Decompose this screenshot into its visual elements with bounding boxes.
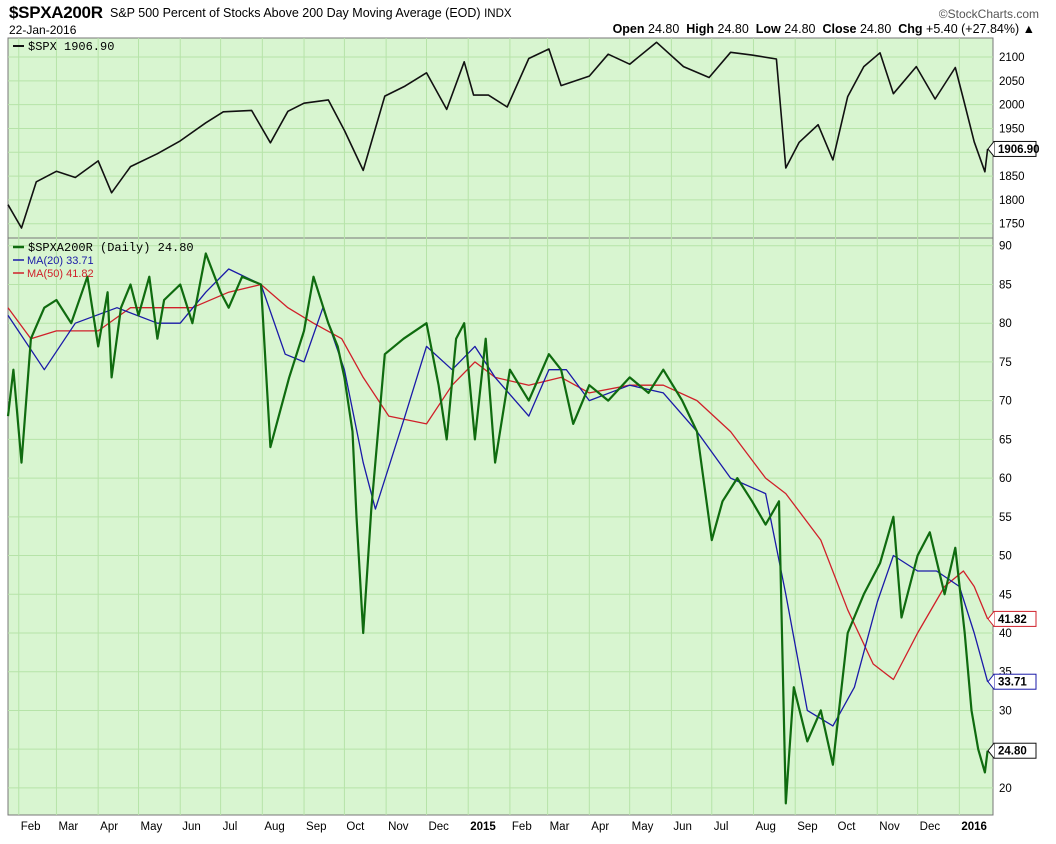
x-tick-label: Jul (714, 821, 729, 833)
breadth-y-tick: 50 (999, 551, 1012, 563)
breadth-y-tick: 75 (999, 357, 1012, 369)
chg-value: +5.40 (+27.84%) (926, 22, 1020, 36)
ma20-legend-text: MA(20) 33.71 (27, 255, 94, 267)
breadth-y-tick: 55 (999, 512, 1012, 524)
price-y-tick: 2000 (999, 100, 1025, 112)
breadth-y-tick: 65 (999, 434, 1012, 446)
x-tick-label: Oct (838, 821, 857, 833)
chart-header: $SPXA200R S&P 500 Percent of Stocks Abov… (9, 3, 1049, 37)
breadth-y-tick: 90 (999, 241, 1012, 253)
ma50-last-value-tag: 41.82 (998, 614, 1027, 626)
x-tick-label: Feb (21, 821, 41, 833)
breadth-line (6, 252, 989, 805)
x-tick-label: Jun (182, 821, 201, 833)
price-y-tick: 1750 (999, 219, 1025, 231)
price-legend: $SPX 1906.90 (13, 40, 114, 54)
price-y-tick: 2100 (999, 52, 1025, 64)
x-tick-label: 2015 (470, 821, 496, 833)
x-tick-label: Dec (428, 821, 449, 833)
breadth-y-tick: 60 (999, 473, 1012, 485)
x-tick-label: Feb (512, 821, 532, 833)
breadth-legend-text: $SPXA200R (Daily) 24.80 (28, 241, 194, 255)
x-tick-label: Aug (755, 821, 775, 833)
ohlc-readout: Open 24.80 High 24.80 Low 24.80 Close 24… (613, 22, 1035, 36)
ma50-legend-value: 41.82 (66, 268, 94, 280)
ma20-last-value-tag: 33.71 (998, 677, 1027, 689)
spx-line (7, 41, 989, 229)
symbol-title: $SPXA200R (9, 3, 103, 22)
x-tick-label: Sep (306, 821, 326, 833)
open-label: Open (612, 22, 645, 36)
x-tick-label: Apr (100, 821, 118, 833)
x-tick-label: Sep (797, 821, 817, 833)
breadth-panel (7, 237, 994, 816)
grid-lines (8, 38, 993, 815)
quote-date: 22-Jan-2016 (9, 23, 77, 37)
breadth-legend: $SPXA200R (Daily) 24.80 MA(20) 33.71 MA(… (13, 241, 194, 280)
x-tick-label: Oct (346, 821, 365, 833)
ma50-legend-name: MA(50) (27, 268, 63, 280)
price-y-tick: 1800 (999, 195, 1025, 207)
x-tick-label: Mar (58, 821, 78, 833)
series-lines (6, 41, 989, 805)
low-value: 24.80 (784, 22, 816, 36)
open-value: 24.80 (648, 22, 680, 36)
close-value: 24.80 (859, 22, 892, 36)
x-tick-label: Apr (591, 821, 609, 833)
spx-last-value-tag: 1906.90 (998, 144, 1040, 156)
close-label: Close (822, 22, 857, 36)
price-y-tick: 1950 (999, 123, 1025, 135)
breadth-last-value-tag-pointer (987, 742, 995, 759)
x-tick-label: May (141, 821, 163, 833)
ma50-last-value-tag-pointer (987, 611, 995, 627)
high-value: 24.80 (717, 22, 749, 36)
ma20-last-value-tag-pointer (987, 673, 995, 690)
breadth-y-tick: 85 (999, 279, 1012, 291)
description-text: S&P 500 Percent of Stocks Above 200 Day … (110, 6, 481, 20)
breadth-y-tick: 30 (999, 705, 1012, 717)
x-tick-label: 2016 (961, 821, 987, 833)
brand-watermark[interactable]: ©StockCharts.com (938, 7, 1039, 21)
x-tick-label: Nov (388, 821, 409, 833)
x-tick-label: Mar (550, 821, 570, 833)
price-y-tick: 1850 (999, 171, 1025, 183)
x-tick-label: Jul (223, 821, 238, 833)
price-panel (7, 37, 994, 239)
x-tick-label: Nov (879, 821, 900, 833)
breadth-y-tick: 80 (999, 318, 1012, 330)
x-tick-label: Jun (673, 821, 692, 833)
x-tick-label: Dec (920, 821, 941, 833)
spx-legend-text: $SPX 1906.90 (28, 40, 114, 54)
breadth-y-tick: 70 (999, 396, 1012, 408)
exchange-label: INDX (484, 8, 512, 20)
price-y-tick: 2050 (999, 76, 1025, 88)
symbol-description: S&P 500 Percent of Stocks Above 200 Day … (110, 6, 512, 20)
high-label: High (686, 22, 715, 36)
breadth-y-tick: 45 (999, 589, 1012, 601)
ma50-legend-text: MA(50) 41.82 (27, 268, 94, 280)
x-tick-label: May (632, 821, 654, 833)
ma20-legend-value: 33.71 (66, 255, 94, 267)
chg-label: Chg (898, 22, 923, 36)
low-label: Low (755, 22, 781, 36)
breadth-y-tick: 20 (999, 783, 1012, 795)
breadth-last-value-tag: 24.80 (998, 746, 1027, 758)
up-arrow-icon: ▲ (1022, 22, 1035, 36)
spx-last-value-tag-pointer (987, 141, 995, 157)
ma20-legend-name: MA(20) (27, 255, 63, 267)
axis-labels: Feb Mar Apr May Jun Jul Aug Sep Oct Nov Dec 2015 Feb… (21, 52, 1040, 833)
x-tick-label: Aug (264, 821, 284, 833)
breadth-y-tick: 40 (999, 628, 1012, 640)
